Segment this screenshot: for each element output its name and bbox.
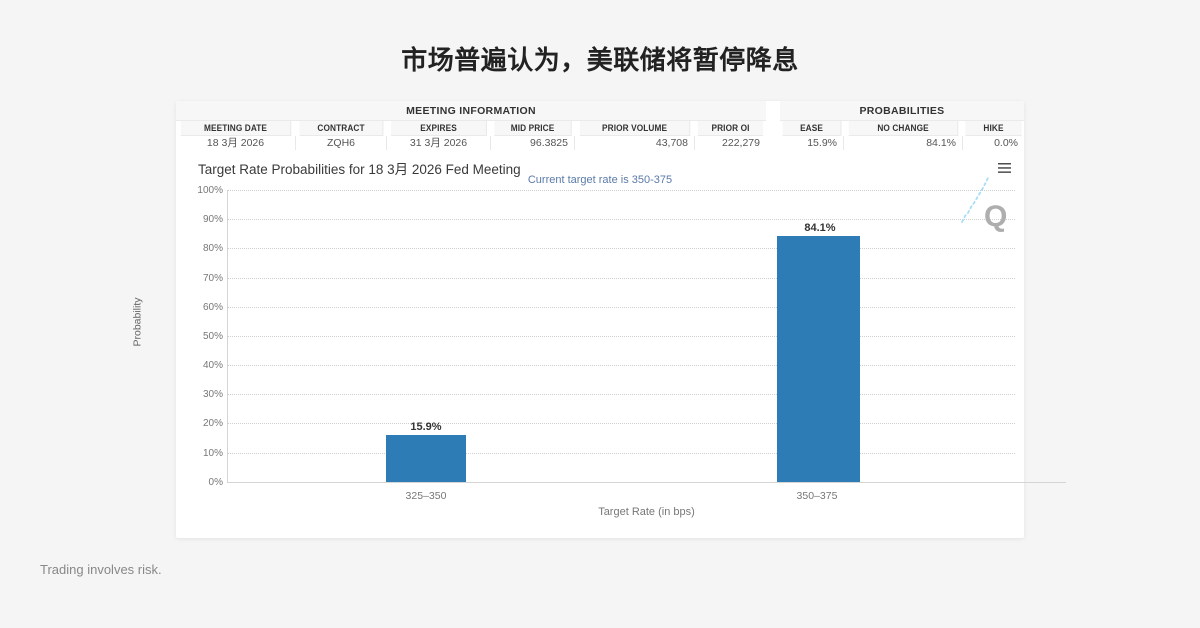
svg-text:Q: Q [984,200,1007,233]
